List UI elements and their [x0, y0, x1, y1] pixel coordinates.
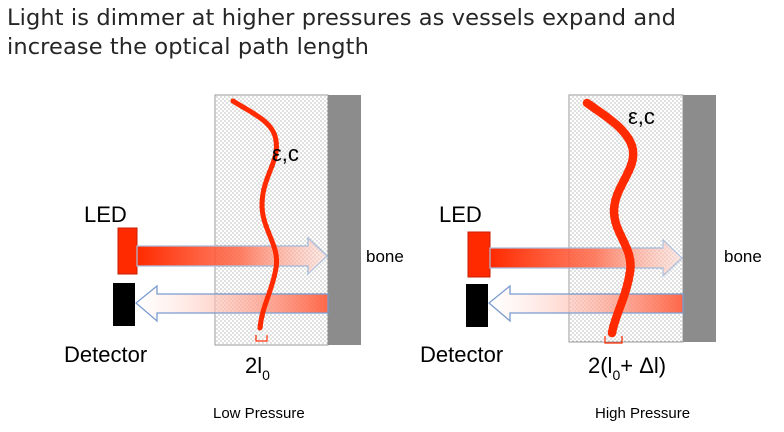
detector-label: Detector: [420, 342, 503, 367]
path-length-bracket: [255, 335, 268, 342]
led-label: LED: [84, 202, 127, 227]
bone-label: bone: [366, 247, 404, 266]
led-emitter: [467, 231, 491, 278]
slide-title: Light is dimmer at higher pressures as v…: [7, 4, 777, 62]
panel-high-pressure: ε,c LED bone Detector 2(l0+ Δl) High Pre…: [420, 94, 762, 422]
path-length-label: 2l0: [245, 353, 270, 383]
vessel-label: ε,c: [272, 141, 299, 166]
panel-caption: Low Pressure: [213, 405, 305, 422]
detector-sensor: [113, 283, 135, 326]
vessel-label: ε,c: [628, 104, 655, 129]
path-length-bracket: [604, 336, 623, 344]
bone-layer: [683, 95, 716, 342]
panel-caption: High Pressure: [595, 405, 690, 422]
panel-low-pressure: ε,c LED bone Detector 2l0 Low Pressure: [64, 94, 404, 422]
bone-label: bone: [724, 247, 762, 266]
blood-vessel: [582, 98, 638, 338]
led-emitter: [117, 227, 138, 275]
emitted-light-arrow: [136, 236, 328, 276]
detector-label: Detector: [64, 342, 147, 367]
blood-vessel: [230, 98, 280, 331]
slide-title-line-1: Light is dimmer at higher pressures as v…: [7, 5, 676, 31]
reflected-light-arrow: [487, 284, 684, 323]
reflected-light-arrow: [134, 284, 329, 323]
path-length-label: 2(l0+ Δl): [588, 353, 666, 383]
detector-sensor: [466, 284, 488, 327]
led-label: LED: [439, 202, 482, 227]
slide-title-line-2: increase the optical path length: [7, 34, 369, 60]
bone-layer: [328, 95, 361, 345]
